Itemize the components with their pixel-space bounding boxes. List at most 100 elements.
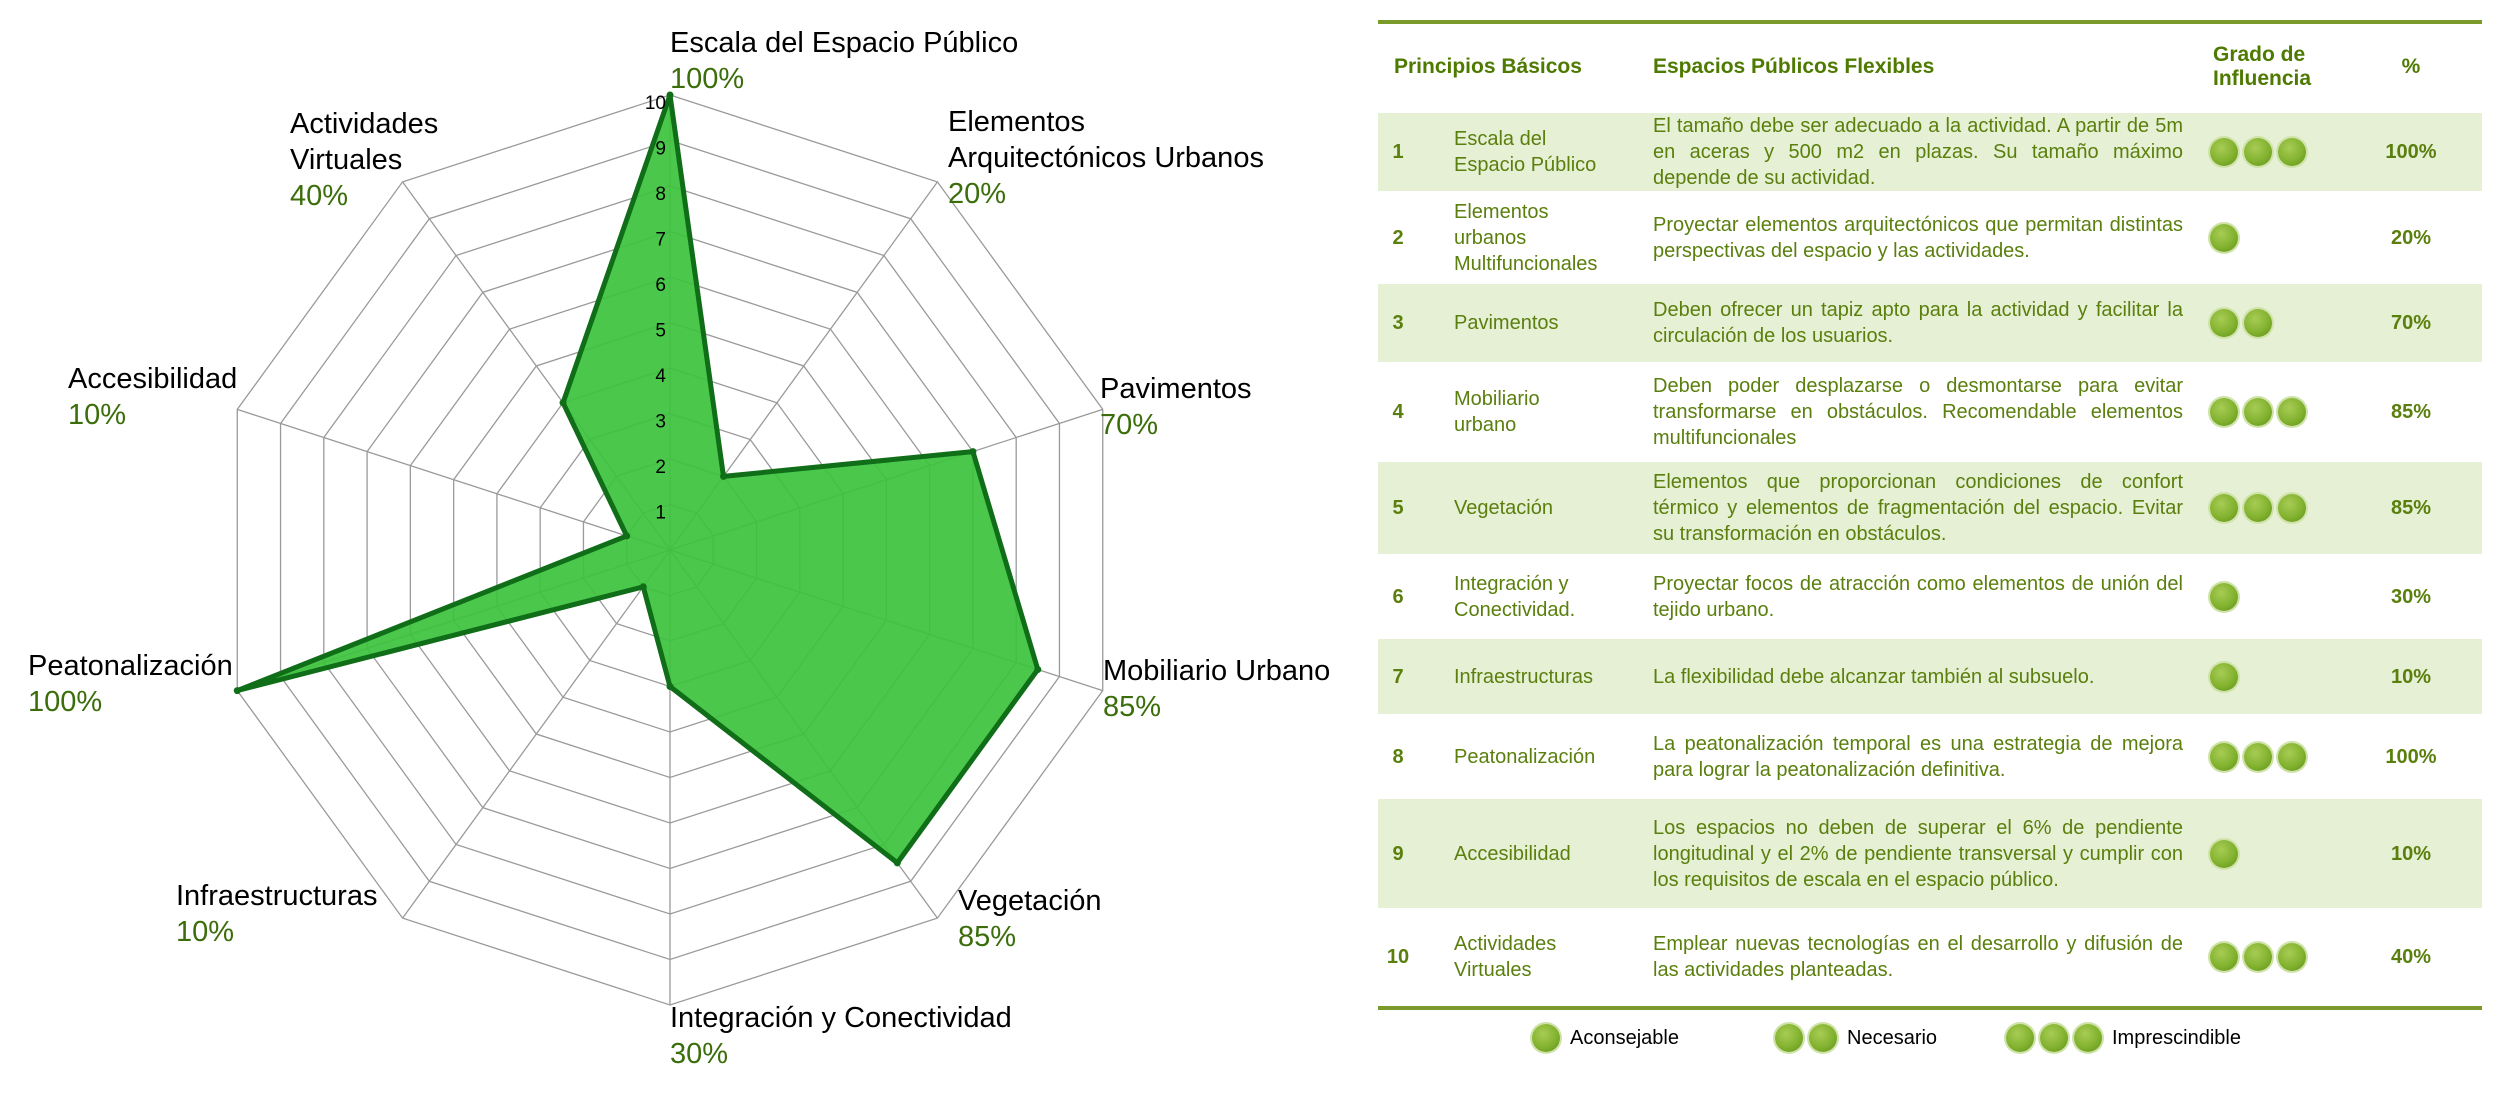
row-principle-line: Escala del (1454, 128, 1547, 150)
axis-pct-1: 100% (670, 63, 744, 95)
row-principle-text: Peatonalización (1454, 744, 1595, 770)
row-influence-dots (2210, 195, 2330, 280)
row-number: 9 (1392, 842, 1404, 865)
data-point-4 (1034, 666, 1042, 674)
row-principle: Integración y Conectividad. (1454, 558, 1624, 635)
table-header: Principios Básicos Espacios Públicos Fle… (1378, 24, 2482, 109)
principles-table: Principios Básicos Espacios Públicos Fle… (1378, 20, 2482, 1068)
row-description-text: Emplear nuevas tecnologías en el desarro… (1653, 933, 2183, 981)
row-influence-dots (2210, 718, 2330, 795)
influence-dot-icon (2244, 494, 2272, 522)
row-number: 3 (1392, 312, 1404, 334)
row-principle: Infraestructuras (1454, 639, 1624, 714)
data-point-3 (969, 448, 977, 456)
table-row: 5 Vegetación Elementos que proporcionan co… (1378, 462, 2482, 554)
row-principle-text: Escala del Espacio Público (1454, 126, 1596, 178)
influence-dot-icon (2244, 138, 2272, 166)
table-row: 4 Mobiliario urbano Deben poder desplazarse… (1378, 366, 2482, 458)
influence-dot-icon (2210, 138, 2238, 166)
data-point-10 (559, 399, 567, 407)
row-principle-line: Conectividad. (1454, 598, 1576, 621)
legend-item: Imprescindible (2006, 1024, 2241, 1052)
axis-pct-6: 30% (670, 1038, 728, 1070)
row-description-text: Proyectar focos de atracción como elemen… (1653, 572, 2183, 621)
axis-pct-8: 100% (28, 686, 102, 718)
row-influence-dots (2210, 558, 2330, 635)
influence-dot-icon (2244, 309, 2272, 337)
radar-chart: 1 2 3 4 5 6 7 8 9 10 Escala del Espacio Público 100… (28, 27, 1330, 1070)
table-row: 6 Integración y Conectividad. Proyectar foc… (1378, 558, 2482, 635)
axis-pct-9: 10% (68, 399, 126, 431)
row-description-text: Proyectar elementos arquitectónicos que … (1653, 213, 2183, 262)
row-percent: 30% (2390, 585, 2432, 608)
influence-dot-icon (2278, 943, 2306, 971)
influence-dot-icon (2210, 494, 2238, 522)
row-description: El tamaño debe ser adecuado a la activid… (1653, 113, 2183, 191)
row-number: 1 (1392, 141, 1404, 163)
row-principle: Accesibilidad (1454, 799, 1624, 908)
row-principle-line: Multifuncionales (1454, 252, 1598, 275)
row-description: Proyectar elementos arquitectónicos que … (1653, 195, 2183, 280)
tick-label-10: 10 (645, 93, 666, 114)
row-influence-dots (2210, 799, 2330, 908)
row-description-text: El tamaño debe ser adecuado a la activid… (1653, 115, 2183, 189)
tick-label-6: 6 (655, 275, 666, 296)
row-description: Deben ofrecer un tapiz apto para la acti… (1653, 284, 2183, 362)
row-principle-line: Mobiliario (1454, 388, 1540, 410)
legend-label: Imprescindible (2112, 1026, 2241, 1049)
influence-dot-icon (2278, 742, 2306, 771)
legend-item: Necesario (1775, 1024, 1937, 1052)
row-number: 10 (1386, 946, 1410, 968)
influence-dot-icon (2210, 742, 2238, 771)
row-description: Los espacios no deben de superar el 6% d… (1653, 799, 2183, 908)
row-number: 5 (1392, 497, 1404, 519)
axis-label-6-line-1: Integración y Conectividad (670, 1002, 1012, 1034)
row-number: 6 (1392, 585, 1404, 608)
row-influence-dots (2210, 366, 2330, 458)
influence-dot-icon (2244, 943, 2272, 971)
axis-label-4-line-1: Mobiliario Urbano (1103, 655, 1330, 687)
row-percent: 100% (2385, 745, 2437, 768)
row-principle-text: Vegetación (1454, 495, 1553, 521)
row-principle: Mobiliario urbano (1454, 366, 1624, 458)
tick-label-5: 5 (655, 321, 666, 342)
axis-pct-10: 40% (290, 180, 348, 212)
row-influence-dots (2210, 639, 2330, 714)
spoke-7 (402, 549, 671, 919)
axis-label-1-line-1: Escala del Espacio Público (670, 27, 1018, 59)
row-principle-line: Elementos (1454, 200, 1549, 223)
tick-label-8: 8 (655, 184, 666, 205)
table-row: 1 Escala del Espacio Público El tamaño debe… (1378, 113, 2482, 191)
row-influence-dots (2210, 912, 2330, 1002)
legend-item: Aconsejable (1532, 1024, 1679, 1052)
header-influence-line1: Grado de (2213, 42, 2306, 66)
row-principle-line: Vegetación (1454, 497, 1553, 519)
row-percent: 10% (2390, 665, 2432, 688)
row-number: 8 (1392, 745, 1404, 768)
row-principle-text: Accesibilidad (1454, 841, 1571, 867)
tick-label-2: 2 (655, 457, 666, 478)
legend-dot-icon (1775, 1024, 1803, 1052)
axis-label-8-line-1: Peatonalización (28, 650, 233, 682)
legend-dot-icon (2040, 1024, 2068, 1052)
row-influence-dots (2210, 284, 2330, 362)
row-description: Proyectar focos de atracción como elemen… (1653, 558, 2183, 635)
data-point-6 (666, 683, 674, 690)
influence-dot-icon (2210, 309, 2238, 337)
axis-pct-7: 10% (176, 916, 234, 948)
row-principle-line: Accesibilidad (1454, 842, 1571, 865)
header-pct: % (2401, 54, 2421, 78)
table-row: 10 Actividades Virtuales Emplear nuevas tec… (1378, 912, 2482, 1002)
radar-svg: 1 2 3 4 5 6 7 8 9 10 Escala del Espacio Público 100… (28, 27, 1330, 1070)
row-principle-text: Integración y Conectividad. (1454, 571, 1575, 623)
influence-legend: Aconsejable Necesario Imprescindible (1378, 1010, 2482, 1068)
row-principle-line: Integración y (1454, 572, 1569, 595)
legend-label: Necesario (1847, 1026, 1938, 1049)
tick-label-1: 1 (655, 503, 666, 524)
row-influence-dots (2210, 113, 2330, 191)
row-number: 7 (1392, 665, 1404, 688)
axis-pct-3: 70% (1100, 409, 1158, 441)
row-principle-line: Virtuales (1454, 959, 1532, 981)
row-principle-line: urbano (1454, 414, 1517, 436)
table-row: 2 Elementos urbanos Multifuncionales Proyect… (1378, 195, 2482, 280)
